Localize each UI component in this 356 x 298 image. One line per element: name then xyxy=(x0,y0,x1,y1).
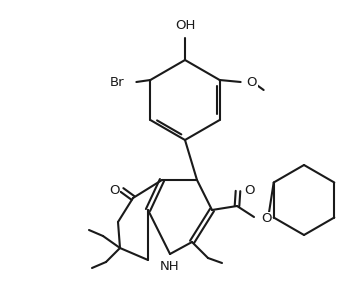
Text: NH: NH xyxy=(160,260,180,273)
Text: O: O xyxy=(261,212,272,226)
Text: O: O xyxy=(247,75,257,89)
Text: OH: OH xyxy=(175,19,195,32)
Text: Br: Br xyxy=(110,75,124,89)
Text: O: O xyxy=(109,184,119,196)
Text: O: O xyxy=(244,184,255,198)
